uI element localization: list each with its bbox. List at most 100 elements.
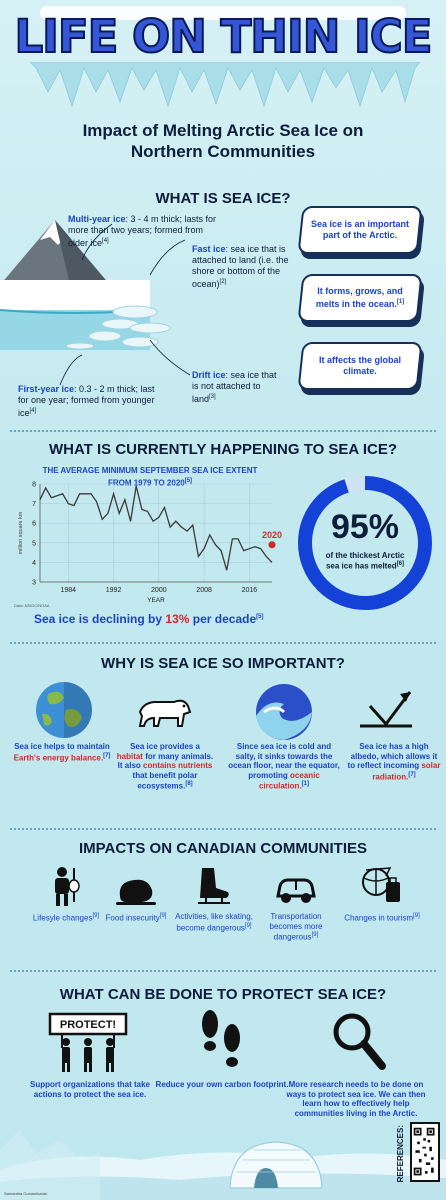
title-snow-cap [40, 6, 406, 20]
hunter-icon [55, 867, 80, 906]
callout-2-text: It forms, grows, and melts in the ocean.… [310, 286, 410, 310]
chart-highlight-point [268, 541, 276, 549]
chart-ytick-label: 6 [32, 521, 36, 528]
importance-3-hl: oceanic circulation. [258, 770, 320, 791]
subtitle-line-2: Northern Communities [130, 142, 316, 161]
chart-title: THE AVERAGE MINIMUM SEPTEMBER SEA ICE EX… [30, 466, 270, 489]
divider-3 [10, 828, 436, 830]
igloo-landscape-illustration [0, 1130, 446, 1200]
chart-source-note: Data: NSIDC/NOAA [14, 603, 50, 608]
callout-important-part: Sea ice is an important part of the Arct… [297, 206, 423, 254]
stat-value: 95% [330, 508, 400, 546]
chart-xtick-label: 2000 [151, 587, 167, 594]
impact-2-ref: [9] [159, 913, 167, 919]
callout-2-main: It forms, grows, and melts in the ocean. [315, 286, 403, 309]
drift-ice-text: Drift ice: sea ice that is not attached … [192, 370, 282, 405]
stat-progress-ring [298, 476, 432, 610]
importance-1-hl: Earth's energy balance. [13, 753, 104, 763]
references-qr-code[interactable] [410, 1122, 440, 1182]
callout-forms-grows-melts: It forms, grows, and melts in the ocean.… [297, 274, 423, 322]
footprint-icon [202, 1010, 240, 1067]
drift-ice-term: Drift ice [192, 370, 226, 380]
impact-tourism-text: Changes in tourism[9] [340, 912, 424, 923]
roast-turkey-icon [116, 879, 156, 905]
first-year-ice-text: First-year ice: 0.3 - 2 m thick; last fo… [18, 384, 158, 419]
iceberg-illustration [0, 280, 171, 350]
author-credit: Samantha Gunasekaran [4, 1191, 48, 1196]
importance-4-ref: [7] [408, 771, 416, 778]
chart-xtick-label: 1992 [106, 587, 122, 594]
decline-ref: [5] [256, 614, 264, 620]
sea-ice-extent-chart: 3 4 5 6 7 8 1984 1992 2000 2008 2016 YEAR million sq… [18, 482, 282, 605]
impact-4-text: Transportation becomes more dangerous [269, 912, 323, 942]
mountain-illustration [0, 220, 110, 285]
impact-transport-text: Transportation becomes more dangerous[9] [254, 912, 338, 942]
ice-skate-icon [198, 868, 230, 904]
chart-xtick-label: 2016 [242, 587, 258, 594]
importance-circulation-text: Since sea ice is cold and salty, it sink… [226, 742, 342, 791]
importance-2-c: that benefit polar ecosystems. [132, 770, 198, 791]
impact-5-text: Changes in tourism [344, 913, 414, 923]
decline-percent: 13% [165, 612, 190, 626]
importance-1-a: Sea ice helps to maintain [14, 742, 110, 751]
impact-activities-text: Activities, like skating, become dangero… [172, 912, 256, 933]
callout-2-ref: [1] [396, 299, 405, 305]
action-carbon-text: Reduce your own carbon footprint. [155, 1080, 289, 1089]
impact-2-text: Food insecurity [105, 913, 160, 923]
protest-group-icon: PROTECT! [48, 1012, 128, 1072]
callout-3-text: It affects the global climate. [318, 355, 401, 376]
car-icon [276, 878, 316, 903]
section3-heading: WHY IS SEA ICE SO IMPORTANT? [101, 655, 345, 672]
drift-ice-ref: [3] [209, 394, 216, 400]
impact-1-ref: [9] [92, 913, 100, 919]
divider-2 [10, 642, 436, 644]
importance-2-hl: habitat [116, 751, 143, 761]
multi-year-ice-ref: [4] [102, 238, 109, 244]
importance-1-ref: [7] [103, 752, 111, 759]
stat-ref: [6] [396, 561, 405, 567]
importance-2-b: for many animals. It also [117, 751, 214, 771]
ocean-wave-icon [256, 684, 312, 740]
chart-ylabel: million square km [18, 511, 24, 554]
fast-ice-text: Fast ice: sea ice that is attached to la… [192, 244, 292, 290]
magnifying-glass-icon [333, 1013, 386, 1070]
multi-year-ice-term: Multi-year ice [68, 214, 126, 224]
importance-energy-text: Sea ice helps to maintain Earth's energy… [12, 742, 112, 763]
importance-3-ref: [1] [301, 781, 310, 787]
chart-title-text: THE AVERAGE MINIMUM SEPTEMBER SEA ICE EX… [42, 466, 258, 488]
action-support-text: Support organizations that take actions … [29, 1080, 150, 1099]
chart-xtick-label: 2008 [196, 587, 212, 594]
fast-ice-term: Fast ice [192, 244, 226, 254]
drift-ice-desc: : sea ice that is not attached to land [192, 370, 277, 404]
page-title: LIFE ON THIN ICE [13, 9, 433, 64]
importance-2-hl2: contains nutrients [143, 761, 213, 770]
section1-heading: WHAT IS SEA ICE? [155, 190, 291, 207]
chart-ytick-label: 4 [32, 560, 36, 567]
first-year-ice-desc: : 0.3 - 2 m thick; last for one year; fo… [18, 384, 155, 418]
stat-label-text: of the thickest Arctic sea ice has melte… [325, 551, 405, 571]
chart-ytick-label: 8 [32, 482, 36, 489]
fast-ice-ref: [2] [219, 279, 227, 285]
icicles-decoration [30, 62, 420, 107]
impact-3-text: Activities, like skating, become dangero… [175, 912, 253, 933]
globe-icon [36, 682, 92, 738]
first-year-ice-term: First-year ice [18, 384, 75, 394]
chart-ytick-label: 3 [32, 580, 36, 587]
multi-year-ice-text: Multi-year ice: 3 - 4 m thick; lasts for… [68, 214, 218, 249]
travel-globe-luggage-icon [362, 867, 400, 902]
impact-1-text: Lifesyle changes [32, 913, 93, 923]
callout-1-text: Sea ice is an important part of the Arct… [310, 219, 410, 240]
importance-2-a: Sea ice provides a [130, 742, 200, 751]
multi-year-ice-desc: : 3 - 4 m thick; lasts for more than two… [68, 214, 217, 248]
albedo-reflection-icon [360, 691, 412, 728]
references-label: REFERENCES: [396, 1125, 405, 1183]
importance-4-a: Sea ice has a high albedo, which allows … [347, 742, 438, 770]
importance-habitat-text: Sea ice provides a habitat for many anim… [116, 742, 214, 791]
impact-3-ref: [9] [244, 922, 252, 929]
chart-xlabel: YEAR [147, 597, 165, 604]
divider-1 [10, 430, 436, 432]
divider-4 [10, 970, 436, 972]
importance-3-a: Since sea ice is cold and salty, it sink… [228, 742, 340, 780]
decline-statement: Sea ice is declining by 13% per decade[5… [34, 612, 263, 626]
